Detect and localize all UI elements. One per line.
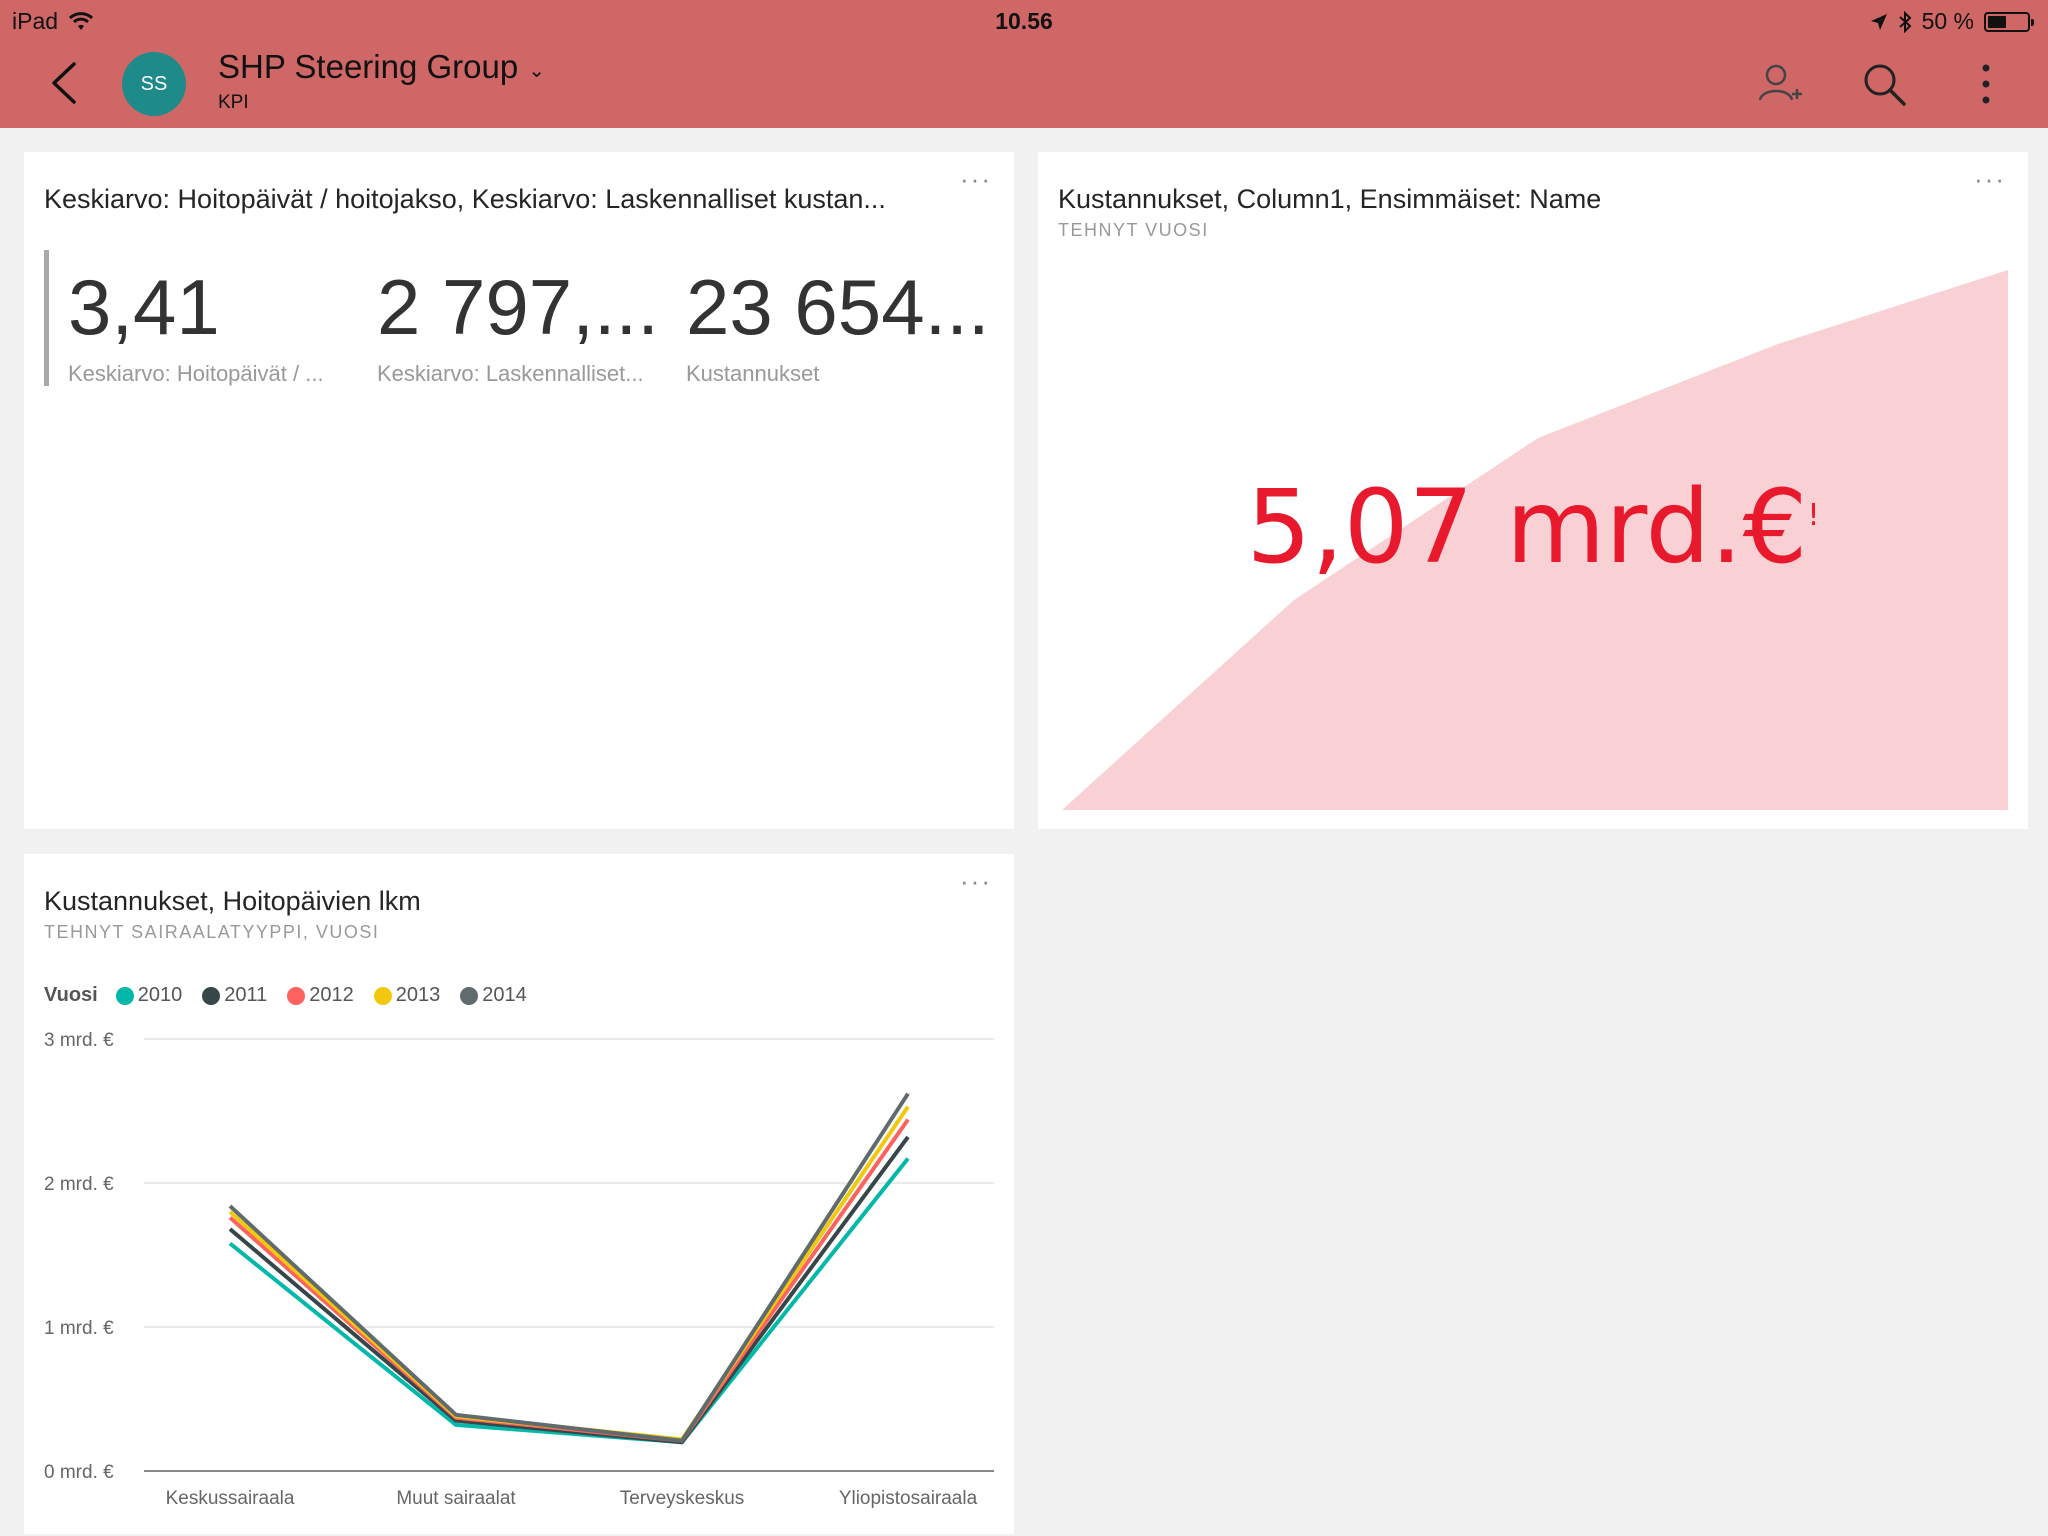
legend-label: 2012 <box>309 984 354 1006</box>
legend-label: 2010 <box>137 984 183 1006</box>
x-tick-label: Keskussairaala <box>166 1488 295 1509</box>
legend-item-2012[interactable]: 2012 <box>287 984 354 1007</box>
legend-label: 2014 <box>482 984 527 1006</box>
kpi-label: Kustannukset <box>686 361 820 386</box>
workspace-title[interactable]: SHP Steering Group <box>218 48 519 85</box>
tile-more-menu[interactable]: ··· <box>1974 164 2006 194</box>
workspace-title-block[interactable]: SHP Steering Group ⌄ KPI <box>218 48 545 114</box>
legend-dot-icon <box>460 986 479 1005</box>
legend-item-2014[interactable]: 2014 <box>460 984 527 1007</box>
tile-more-menu[interactable]: ··· <box>960 164 992 194</box>
card-accent-bar <box>44 250 49 386</box>
chevron-down-icon[interactable]: ⌄ <box>528 59 545 82</box>
wifi-icon <box>69 11 94 30</box>
more-options-icon[interactable] <box>1962 60 2010 108</box>
tile-more-menu[interactable]: ··· <box>960 866 992 896</box>
y-tick-label: 2 mrd. € <box>44 1174 114 1195</box>
back-icon[interactable] <box>44 58 84 108</box>
kpi-value: 2 797,... <box>377 263 659 351</box>
tile-title: Keskiarvo: Hoitopäivät / hoitojakso, Kes… <box>44 184 886 214</box>
bluetooth-icon <box>1898 10 1912 33</box>
legend-item-2010[interactable]: 2010 <box>115 984 183 1007</box>
workspace-avatar: SS <box>122 52 186 116</box>
invite-user-icon[interactable] <box>1756 60 1804 108</box>
series-line-2010[interactable] <box>228 1157 910 1445</box>
legend-dot-icon <box>202 986 221 1005</box>
tile-kpi-card[interactable]: ··· Keskiarvo: Hoitopäivät / hoitojakso,… <box>24 152 1014 829</box>
tile-line-chart[interactable]: ··· Kustannukset, Hoitopäivien lkm TEHNY… <box>24 854 1014 1534</box>
battery-icon <box>1984 11 2034 32</box>
legend-title: Vuosi <box>44 984 98 1006</box>
y-tick-label: 1 mrd. € <box>44 1318 114 1339</box>
y-tick-label: 3 mrd. € <box>44 1030 114 1051</box>
status-left: iPad <box>12 8 94 35</box>
kpi-costs: 23 654... Kustannukset <box>686 262 996 387</box>
legend-dot-icon <box>287 986 306 1005</box>
area-kpi-suffix: ! <box>1807 498 1820 533</box>
tile-area-kpi[interactable]: ··· Kustannukset, Column1, Ensimmäiset: … <box>1038 152 2028 829</box>
legend-item-2013[interactable]: 2013 <box>373 984 441 1007</box>
x-tick-label: Terveyskeskus <box>620 1488 745 1509</box>
dashboard-name: KPI <box>218 92 249 113</box>
area-kpi-value: 5,07 mrd.€! <box>1038 468 2028 587</box>
legend-label: 2013 <box>395 984 441 1006</box>
x-tick-label: Muut sairaalat <box>396 1488 516 1509</box>
area-chart <box>1062 270 2008 810</box>
legend-dot-icon <box>373 986 392 1005</box>
kpi-value: 3,41 <box>68 263 220 351</box>
legend-dot-icon <box>115 986 134 1005</box>
area-fill <box>1062 270 2008 810</box>
battery-percent: 50 % <box>1921 8 1974 34</box>
tile-subtitle: TEHNYT SAIRAALATYYPPI, VUOSI <box>44 922 380 942</box>
tile-subtitle: TEHNYT VUOSI <box>1058 220 1209 240</box>
kpi-avg-care-days: 3,41 Keskiarvo: Hoitopäivät / ... <box>68 262 368 387</box>
series-line-2012[interactable] <box>228 1118 910 1443</box>
legend-label: 2011 <box>224 984 268 1006</box>
legend-item-2011[interactable]: 2011 <box>202 984 267 1007</box>
area-kpi-number: 5,07 mrd.€ <box>1246 468 1808 587</box>
kpi-label: Keskiarvo: Hoitopäivät / ... <box>68 361 324 386</box>
series-line-2014[interactable] <box>228 1092 910 1443</box>
status-time: 10.56 <box>995 8 1053 34</box>
series-line-2011[interactable] <box>228 1135 910 1445</box>
status-right: 50 % <box>1870 8 2034 35</box>
chart-legend: Vuosi 2010 2011 2012 2013 2014 <box>44 984 527 1007</box>
y-tick-label: 0 mrd. € <box>44 1462 114 1483</box>
search-icon[interactable] <box>1860 60 1908 108</box>
line-chart: 0 mrd. € 1 mrd. € 2 mrd. € 3 mrd. € Keskussa… <box>44 1030 994 1509</box>
location-arrow-icon <box>1870 13 1887 30</box>
app-header: iPad 10.56 50 % SS SHP Steering Group ⌄ … <box>0 0 2048 128</box>
kpi-label: Keskiarvo: Laskennalliset... <box>377 361 644 386</box>
kpi-avg-calculated-cost: 2 797,... Keskiarvo: Laskennalliset... <box>377 262 667 387</box>
x-tick-label: Yliopistosairaala <box>839 1488 978 1509</box>
device-name: iPad <box>12 8 59 34</box>
kpi-value: 23 654... <box>686 263 990 351</box>
